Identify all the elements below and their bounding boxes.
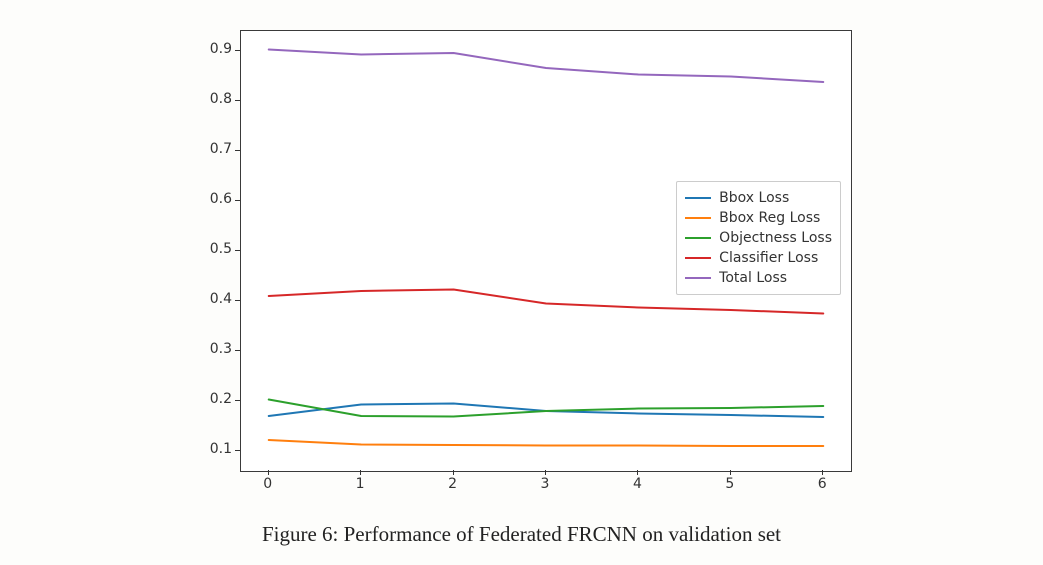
- legend-swatch: [685, 217, 711, 219]
- legend-swatch: [685, 257, 711, 259]
- y-tick-label: 0.3: [192, 341, 232, 357]
- series-line: [269, 400, 824, 417]
- x-tick-mark: [637, 470, 638, 475]
- y-tick-mark: [235, 350, 240, 351]
- y-tick-label: 0.1: [192, 441, 232, 457]
- y-tick-label: 0.4: [192, 291, 232, 307]
- x-tick-label: 5: [720, 476, 740, 492]
- x-tick-label: 6: [812, 476, 832, 492]
- y-tick-mark: [235, 400, 240, 401]
- legend-swatch: [685, 277, 711, 279]
- y-tick-label: 0.9: [192, 41, 232, 57]
- chart-container: Bbox Loss Bbox Reg Loss Objectness Loss Cla…: [170, 10, 872, 510]
- y-tick-label: 0.7: [192, 141, 232, 157]
- legend-row: Bbox Reg Loss: [685, 208, 832, 228]
- y-tick-mark: [235, 450, 240, 451]
- legend-swatch: [685, 197, 711, 199]
- legend-row: Bbox Loss: [685, 188, 832, 208]
- legend-swatch: [685, 237, 711, 239]
- legend-row: Classifier Loss: [685, 248, 832, 268]
- legend: Bbox Loss Bbox Reg Loss Objectness Loss Cla…: [676, 181, 841, 295]
- x-tick-mark: [360, 470, 361, 475]
- x-tick-mark: [453, 470, 454, 475]
- legend-label: Objectness Loss: [719, 230, 832, 246]
- y-tick-mark: [235, 100, 240, 101]
- figure-caption: Figure 6: Performance of Federated FRCNN…: [0, 522, 1043, 547]
- x-tick-mark: [268, 470, 269, 475]
- page-root: Bbox Loss Bbox Reg Loss Objectness Loss Cla…: [0, 0, 1043, 565]
- legend-row: Objectness Loss: [685, 228, 832, 248]
- x-tick-label: 4: [627, 476, 647, 492]
- plot-area: Bbox Loss Bbox Reg Loss Objectness Loss Cla…: [240, 30, 852, 472]
- y-tick-label: 0.8: [192, 91, 232, 107]
- x-tick-mark: [822, 470, 823, 475]
- legend-label: Total Loss: [719, 270, 787, 286]
- x-tick-label: 3: [535, 476, 555, 492]
- y-tick-mark: [235, 50, 240, 51]
- series-line: [269, 440, 824, 446]
- y-tick-mark: [235, 250, 240, 251]
- legend-label: Bbox Loss: [719, 190, 789, 206]
- y-tick-mark: [235, 200, 240, 201]
- series-line: [269, 50, 824, 83]
- legend-label: Classifier Loss: [719, 250, 818, 266]
- y-tick-mark: [235, 150, 240, 151]
- x-tick-mark: [545, 470, 546, 475]
- y-tick-mark: [235, 300, 240, 301]
- legend-label: Bbox Reg Loss: [719, 210, 820, 226]
- y-tick-label: 0.6: [192, 191, 232, 207]
- x-tick-label: 2: [443, 476, 463, 492]
- y-tick-label: 0.2: [192, 391, 232, 407]
- x-tick-label: 1: [350, 476, 370, 492]
- legend-row: Total Loss: [685, 268, 832, 288]
- x-tick-mark: [730, 470, 731, 475]
- y-tick-label: 0.5: [192, 241, 232, 257]
- x-tick-label: 0: [258, 476, 278, 492]
